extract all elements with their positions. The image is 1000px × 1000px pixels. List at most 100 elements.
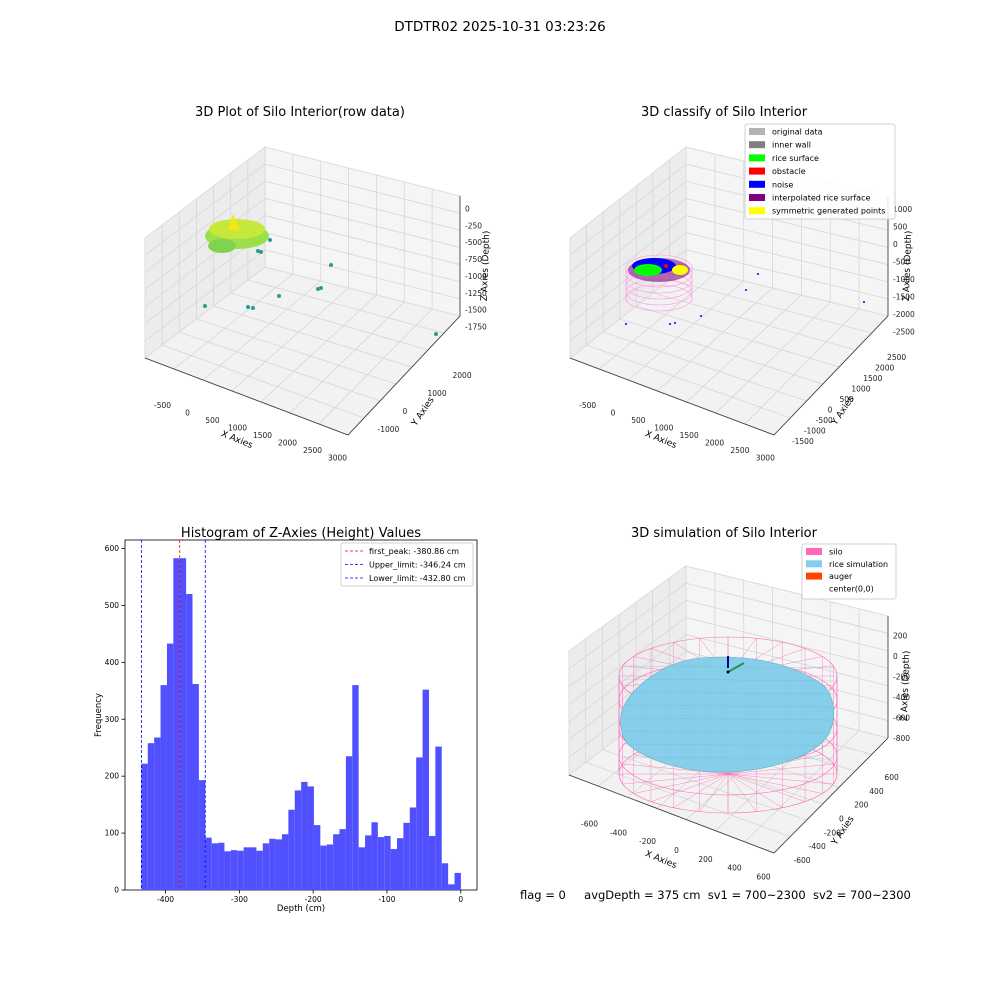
raw-grid-line [196, 318, 397, 385]
simulation-x-tick-label: 400 [727, 864, 742, 873]
raw-z-axis-label: Z Axies (Depth) [480, 231, 492, 302]
histogram-bar [345, 756, 353, 890]
silo-bottom-spoke [633, 773, 729, 794]
histogram-bar [409, 807, 417, 890]
raw-x-tick-label: 500 [205, 416, 220, 425]
histogram-bar [435, 746, 442, 890]
histogram-y-tick-label: 300 [105, 715, 120, 724]
raw-outlier-point [246, 305, 250, 309]
classify-symmetric-points [672, 265, 688, 275]
raw-point-cluster [208, 239, 236, 253]
raw-y-tick-label: -1000 [378, 425, 400, 434]
simulation-y-axis-line [773, 737, 889, 854]
legend-label: interpolated rice surface [772, 194, 870, 203]
histogram-bar [377, 837, 385, 890]
classify-grid-line [598, 273, 716, 370]
classify-x-tick-label: 3000 [756, 453, 775, 462]
histogram-bar [390, 849, 398, 890]
classify-grid-line [569, 249, 889, 342]
classify-grid-line [619, 318, 823, 385]
footer-status: flag = 0 avgDepth = 375 cm sv1 = 700~230… [520, 888, 911, 902]
classify-y-tick-label: 1500 [863, 374, 882, 383]
raw-x-tick-label: 1000 [228, 423, 247, 432]
raw-x-tick-label: 3000 [328, 453, 347, 462]
legend-label: noise [772, 180, 793, 189]
silo-bottom-spoke [699, 773, 729, 812]
simulation-grid-line [568, 616, 889, 705]
histogram-bar [281, 834, 289, 890]
simulation-z-tick-label: 200 [893, 631, 908, 640]
raw-grid-line [173, 273, 294, 370]
silo-bottom-spoke [727, 773, 823, 794]
raw-x-tick-label: 1500 [253, 431, 272, 440]
simulation-x-axis-line [568, 774, 775, 854]
raw-outlier-point [434, 332, 438, 336]
rice-mesh-line [623, 756, 835, 760]
classify-y-tick-label: -1500 [792, 437, 814, 446]
classify-rice-surface [634, 264, 662, 276]
histogram-bar [269, 838, 276, 890]
classify-z-tick-label: -1000 [893, 275, 915, 284]
histogram-bar [365, 835, 372, 890]
raw-grid-line [179, 331, 381, 402]
classify-y-tick-label: 1000 [851, 385, 870, 394]
legend-swatch [749, 128, 765, 135]
histogram-x-tick-label: -200 [305, 895, 322, 904]
histogram-bar [230, 850, 238, 890]
histogram-y-tick-label: 200 [105, 772, 120, 781]
raw-grid-line [260, 294, 377, 403]
simulation-grid-line [602, 749, 807, 821]
simulation-y-tick-label: -600 [794, 856, 811, 865]
classify-legend-frame [744, 123, 896, 220]
classify-x-axis-label: X Axies [643, 429, 678, 451]
histogram-bar [441, 863, 449, 890]
histogram-bar [333, 834, 340, 890]
histogram-bar [173, 558, 180, 890]
silo-bottom-spoke [673, 773, 729, 808]
simulation-x-tick-label: -400 [610, 828, 627, 837]
classify-x-axis-line [569, 357, 775, 436]
raw-outlier-point [268, 238, 272, 242]
simulation-grid-line [568, 634, 889, 723]
histogram-bar [166, 643, 174, 890]
rice-mesh-line [623, 743, 835, 747]
simulation-y-tick-label: 200 [854, 801, 869, 810]
raw-grid-line [144, 163, 461, 256]
histogram-legend-frame [340, 542, 474, 587]
raw-grid-line [144, 180, 461, 273]
legend-label: rice surface [772, 154, 819, 163]
legend-swatch [749, 180, 765, 188]
classify-grid-line [715, 301, 831, 414]
histogram-bar [256, 850, 263, 890]
histogram-bar [448, 884, 455, 890]
classify-noise-point [757, 273, 759, 275]
histogram-legend: first_peak: -380.86 cm Upper_limit: -346.… [340, 542, 474, 587]
histogram-x-tick-label: 0 [458, 895, 463, 904]
simulation-grid-line [744, 730, 860, 843]
classify-grid-line [569, 232, 889, 325]
raw-z-tick-label: 0 [465, 204, 470, 213]
histogram-bar [403, 822, 410, 890]
simulation-grid-line [568, 582, 889, 670]
panel-histogram: Histogram of Z-Axies (Height) Values -40… [94, 526, 478, 914]
simulation-title: 3D simulation of Silo Interior [631, 526, 818, 541]
histogram-bar [320, 845, 327, 890]
classify-grid-line [652, 292, 856, 351]
raw-outlier-point [277, 294, 281, 298]
legend-swatch [749, 154, 765, 162]
raw-grid-line [162, 344, 365, 419]
silo-bottom-spoke [650, 773, 729, 802]
simulation-y-tick-label: 0 [839, 815, 844, 824]
histogram-x-tick-label: -300 [231, 895, 248, 904]
classify-y-tick-label: 2500 [887, 353, 906, 362]
histogram-bar [192, 683, 199, 890]
classify-grid-line [657, 287, 773, 392]
rice-surface-shape [620, 656, 835, 773]
histogram-bar [301, 781, 308, 890]
histogram-bar [326, 844, 334, 890]
legend-label: silo [829, 548, 843, 557]
classify-grid-line [636, 305, 840, 368]
classify-y-tick-label: 0 [828, 405, 833, 414]
raw-z-tick-label: -1250 [465, 289, 487, 298]
